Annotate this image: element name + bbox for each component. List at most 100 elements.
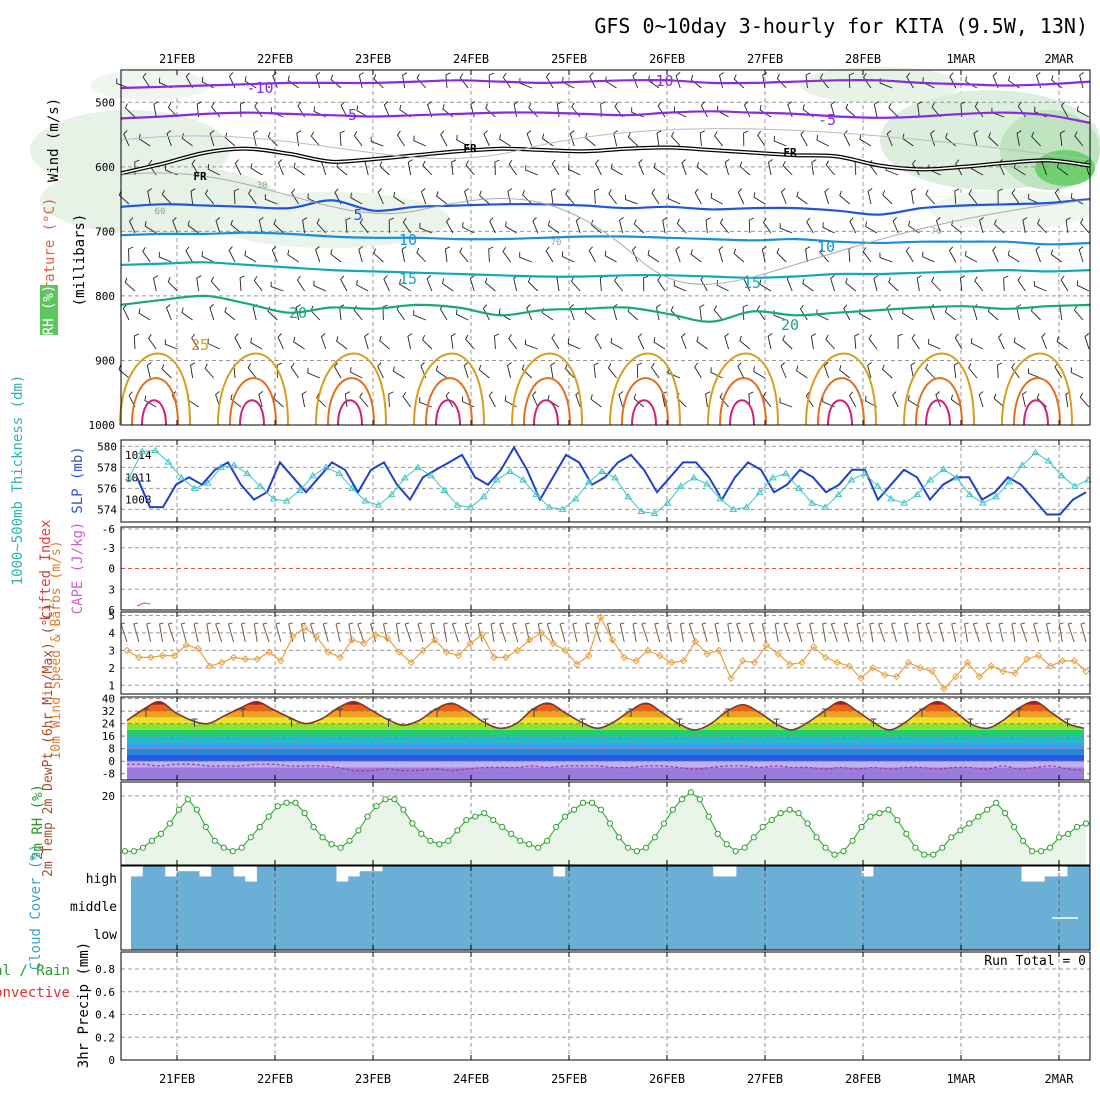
wind10-barb xyxy=(585,622,590,643)
wind-barb xyxy=(293,162,305,176)
wind10-marker xyxy=(821,653,830,662)
bottom-date-axis: 21FEB 22FEB 23FEB 24FEB 25FEB 26FEB 27FEB 28FEB… xyxy=(159,1072,1074,1086)
rh-marker xyxy=(391,796,398,803)
rh-marker xyxy=(202,823,209,831)
thickness-marker xyxy=(795,484,803,491)
wind10-barb xyxy=(240,622,246,643)
wind-barb xyxy=(445,217,454,234)
wind-barb xyxy=(1011,188,1020,205)
isotherm-label: 15 xyxy=(399,270,417,288)
wind-barb xyxy=(739,335,751,350)
wind10-marker xyxy=(324,648,332,656)
wind-barb xyxy=(316,392,327,408)
wind-barb xyxy=(637,333,645,350)
isotherm-label: 10 xyxy=(399,231,417,249)
rh-marker xyxy=(1029,848,1036,855)
legend-total-rain: Total / Rain xyxy=(0,963,70,979)
rh-marker xyxy=(1020,837,1027,844)
wind-barb xyxy=(270,281,284,292)
wind-barb xyxy=(166,130,172,147)
wind-barb xyxy=(181,133,193,147)
wind-barb xyxy=(147,188,153,205)
wind10-barb xyxy=(404,622,412,643)
wind-barb xyxy=(215,217,221,234)
minmax-bar xyxy=(434,708,440,717)
wind-barb xyxy=(713,305,723,321)
wind-barb xyxy=(589,72,596,89)
thickness-marker xyxy=(322,463,330,470)
wind-barb xyxy=(252,130,258,147)
wind-barb xyxy=(993,219,1005,234)
isotherm-hottest xyxy=(631,399,657,426)
wind-barb xyxy=(561,251,575,263)
wind-barb xyxy=(253,276,263,292)
wind10-barb xyxy=(1033,622,1040,643)
run-total-label: Run Total = 0 xyxy=(984,954,1086,969)
wind10-marker xyxy=(892,672,901,681)
wind-barb xyxy=(822,222,835,234)
top-date-label: 25FEB xyxy=(551,52,587,66)
wind-barb xyxy=(1070,193,1084,205)
top-date-label: 23FEB xyxy=(355,52,391,66)
wind10-barb xyxy=(301,622,306,643)
wind-barb xyxy=(824,188,830,205)
wind-barb xyxy=(532,217,539,234)
wind-barb xyxy=(181,307,193,321)
wind-barb xyxy=(590,394,602,408)
rh-marker xyxy=(822,844,829,851)
rh-marker xyxy=(553,823,560,831)
wind-barb xyxy=(733,74,745,89)
ylabel-thickness: 1000~500mb Thickness (dm) xyxy=(10,375,26,586)
thickness-marker xyxy=(440,486,449,493)
isotherm-label: 10 xyxy=(817,238,835,256)
wind-barb xyxy=(527,277,539,292)
wind10-marker xyxy=(194,644,202,653)
wind-barb xyxy=(1050,249,1063,263)
bottom-date-label: 2MAR xyxy=(1045,1072,1075,1086)
wind10-marker xyxy=(123,646,131,655)
thickness-marker xyxy=(269,494,278,502)
isotherm-warm xyxy=(511,352,583,426)
thickness-tick-label: 578 xyxy=(97,461,117,474)
rh-marker xyxy=(903,830,910,837)
rh-marker xyxy=(1073,823,1081,831)
wind10-barb xyxy=(903,622,909,643)
wind-barb xyxy=(191,333,199,350)
rh-marker xyxy=(948,834,955,841)
wind-barb xyxy=(485,103,496,118)
wind-barb xyxy=(1056,162,1069,176)
wind-barb xyxy=(484,277,496,292)
wind-barb xyxy=(594,333,602,350)
wind-barb xyxy=(276,362,282,379)
wind-barb xyxy=(906,72,914,89)
wind-barb xyxy=(632,72,639,89)
wind-barb xyxy=(916,275,922,292)
thickness-marker xyxy=(729,505,738,512)
cloud-high-gap xyxy=(347,866,360,877)
wind-barb xyxy=(839,365,851,379)
wind-barb xyxy=(802,278,814,292)
rh-marker xyxy=(732,848,739,855)
wind-barb xyxy=(310,131,321,147)
wind-barb xyxy=(643,275,649,292)
wind-barb xyxy=(508,334,517,350)
thickness-marker xyxy=(151,446,160,454)
wind10-barb xyxy=(524,622,531,643)
wind-barb xyxy=(258,391,264,408)
li-line xyxy=(136,602,151,607)
wind-barb xyxy=(737,188,745,205)
cloud-high-gap xyxy=(165,866,177,877)
wind-barb xyxy=(839,190,851,205)
wind-barb xyxy=(886,130,893,147)
wind-barb xyxy=(988,132,999,147)
wind-barb xyxy=(172,217,178,234)
wind-barb xyxy=(165,304,172,321)
isotherm-warm xyxy=(805,352,877,426)
wind-barb xyxy=(413,310,426,321)
wind-barb xyxy=(705,391,711,408)
thickness-marker xyxy=(427,471,436,479)
wind-barb xyxy=(388,217,394,234)
thickness-marker xyxy=(742,503,751,510)
wind-barb xyxy=(776,248,787,263)
thickness-tick-label: 580 xyxy=(97,440,117,453)
